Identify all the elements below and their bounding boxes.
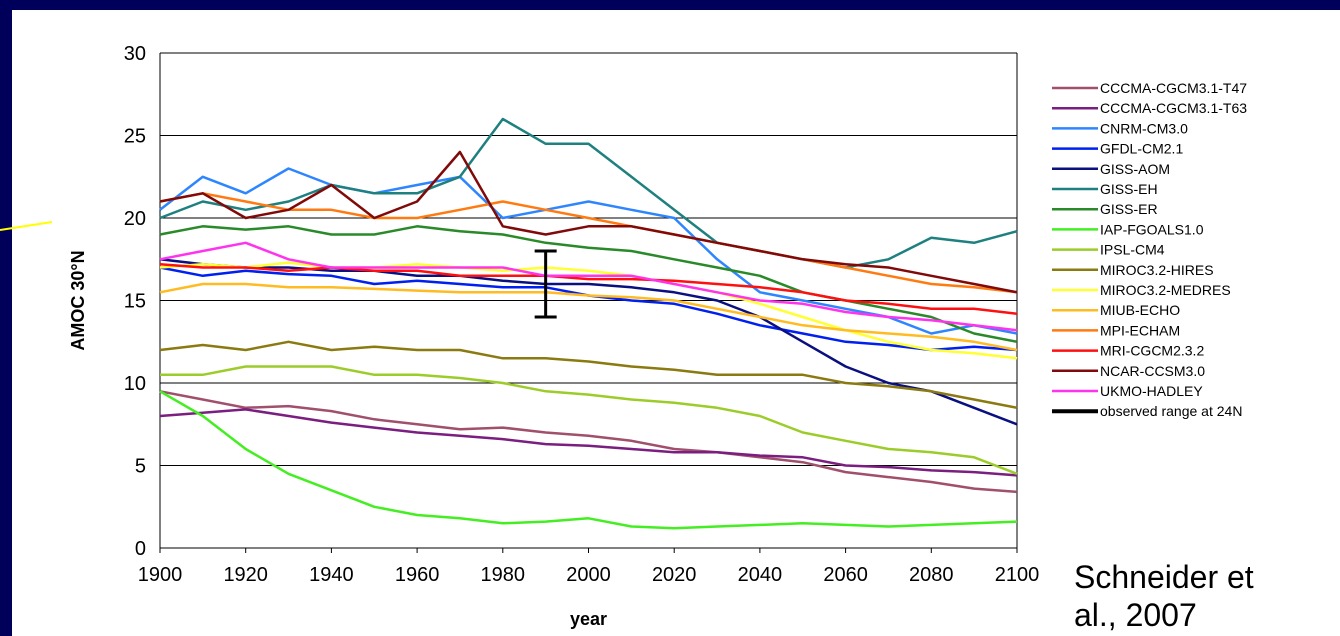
series-line-ipsl-cm4 bbox=[160, 365, 1018, 475]
y-tick-label: 0 bbox=[135, 538, 146, 560]
legend-entry: CCCMA-CGCM3.1-T63 bbox=[1100, 100, 1247, 116]
legend-entry: GISS-AOM bbox=[1100, 161, 1170, 177]
legend-entry: GISS-ER bbox=[1100, 201, 1158, 217]
x-tick-label: 2100 bbox=[995, 564, 1040, 586]
legend-entry: observed range at 24N bbox=[1100, 403, 1242, 419]
legend-entry: NCAR-CCSM3.0 bbox=[1100, 363, 1205, 379]
legend-entry: CNRM-CM3.0 bbox=[1100, 120, 1188, 136]
x-tick-label: 2060 bbox=[823, 564, 868, 586]
legend-entry: UKMO-HADLEY bbox=[1100, 383, 1203, 399]
x-tick-label: 1960 bbox=[395, 564, 440, 586]
legend-entry: GISS-EH bbox=[1100, 181, 1158, 197]
legend-entry: MPI-ECHAM bbox=[1100, 322, 1180, 338]
series-line-iap-fgoals1-0 bbox=[159, 390, 1018, 530]
y-tick-label: 10 bbox=[124, 373, 146, 395]
legend-entry: MIUB-ECHO bbox=[1100, 302, 1180, 318]
legend-entry: MRI-CGCM2.3.2 bbox=[1100, 343, 1204, 359]
legend-entry: GFDL-CM2.1 bbox=[1100, 141, 1183, 157]
citation-credit: Schneider et al., 2007 bbox=[1074, 559, 1254, 633]
x-tick-label: 1900 bbox=[138, 564, 183, 586]
legend-entry: MIROC3.2-HIRES bbox=[1100, 262, 1214, 278]
legend-entry: IPSL-CM4 bbox=[1100, 242, 1165, 258]
series-line-ukmo-hadley bbox=[159, 241, 1018, 332]
legend-entry: MIROC3.2-MEDRES bbox=[1100, 282, 1231, 298]
x-tick-label: 2000 bbox=[566, 564, 611, 586]
series-line-miub-echo bbox=[159, 282, 1018, 352]
y-axis-title: AMOC 30°N bbox=[68, 250, 88, 350]
legend-entry: IAP-FGOALS1.0 bbox=[1100, 221, 1204, 237]
series-line-cccma-cgcm3-1-t63 bbox=[159, 408, 1018, 477]
y-tick-label: 5 bbox=[135, 456, 146, 478]
amoc-line-chart: 0 5 10 15 20 25 30 1900 1920 1940 1960 1980 2000 2020… bbox=[68, 43, 1247, 629]
x-tick-label: 2080 bbox=[909, 564, 954, 586]
x-tick-label: 1940 bbox=[309, 564, 354, 586]
series-line-giss-eh bbox=[159, 117, 1018, 269]
x-tick-label: 2040 bbox=[738, 564, 783, 586]
x-tick-label: 2020 bbox=[652, 564, 697, 586]
series-line-ncar-ccsm3-0 bbox=[159, 150, 1018, 294]
y-tick-label: 25 bbox=[124, 126, 146, 148]
series-line-miroc3-2-hires bbox=[159, 340, 1018, 410]
series-line-mpi-echam bbox=[159, 192, 1018, 294]
series-line-mri-cgcm2-3-2 bbox=[159, 262, 1018, 315]
slide-frame: 0 5 10 15 20 25 30 1900 1920 1940 1960 1980 2000 2020… bbox=[12, 10, 1340, 636]
x-tick-label: 1920 bbox=[223, 564, 268, 586]
pointer-line bbox=[0, 221, 53, 231]
x-tick-label: 1980 bbox=[481, 564, 526, 586]
series-line-miroc3-2-medres bbox=[159, 261, 1018, 360]
series-line-cccma-cgcm3-1-t47 bbox=[159, 390, 1018, 494]
y-tick-label: 15 bbox=[124, 291, 146, 313]
y-tick-label: 30 bbox=[124, 43, 146, 65]
legend-entry: CCCMA-CGCM3.1-T47 bbox=[1100, 80, 1247, 96]
x-axis-title: year bbox=[570, 609, 607, 629]
series-line-giss-er bbox=[159, 225, 1018, 344]
y-tick-label: 20 bbox=[124, 208, 146, 230]
